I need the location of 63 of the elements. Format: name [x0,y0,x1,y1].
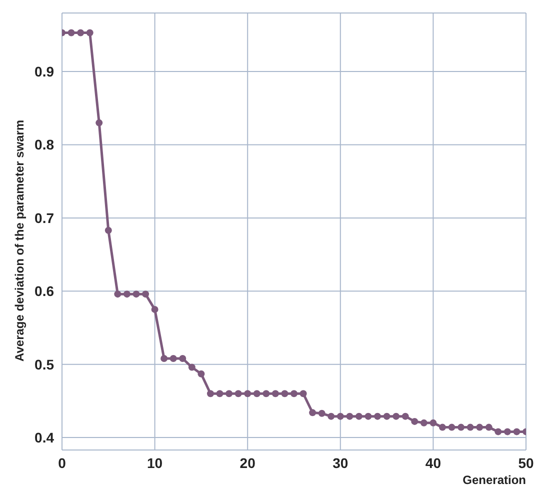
point [420,419,428,426]
point [262,390,270,398]
x-tick-label: 30 [332,454,348,471]
point [336,412,344,420]
point [458,424,465,431]
point [346,412,354,420]
point [504,428,511,436]
point [476,424,484,431]
point [430,419,437,426]
point [272,390,279,398]
point [234,390,242,398]
point [77,29,84,36]
x-tick-label: 50 [518,454,534,471]
point [494,428,502,436]
x-tick-label: 10 [147,454,163,471]
point [68,29,75,36]
x-tick-label: 40 [425,454,442,471]
point [226,390,233,398]
point [300,390,307,398]
point [309,409,316,416]
point [244,390,252,398]
y-tick-label: 0.5 [34,356,54,372]
point [104,226,112,234]
point [383,412,390,420]
point [188,364,196,371]
point [86,29,94,36]
y-tick-label: 0.4 [34,430,54,446]
y-axis-title: Average deviation of the parameter swarm [12,120,26,362]
point [198,370,205,378]
y-tick-label: 0.7 [34,210,54,226]
point [448,424,456,431]
point [151,306,158,313]
point [123,290,130,298]
point [170,355,177,362]
point [216,390,224,398]
point [374,412,382,420]
y-tick-label: 0.9 [34,64,54,80]
point [364,412,372,420]
x-tick-label: 0 [58,454,66,471]
point [206,390,214,398]
point [318,410,326,417]
point [96,119,103,126]
point [179,355,186,362]
point [290,390,298,398]
x-axis-title: Generation [462,473,526,487]
point [438,424,446,431]
point [392,412,400,420]
point [355,412,362,420]
point [513,428,520,436]
y-tick-label: 0.8 [34,136,54,153]
point [411,418,418,425]
point [281,390,288,398]
x-tick-label: 20 [240,454,256,471]
y-tick-label: 0.6 [34,283,54,300]
point [142,290,150,298]
point [114,290,122,298]
point [466,424,474,431]
point [132,290,140,298]
point [160,355,168,362]
point [253,390,260,398]
point [485,424,492,431]
point [402,412,409,420]
point [328,412,335,420]
